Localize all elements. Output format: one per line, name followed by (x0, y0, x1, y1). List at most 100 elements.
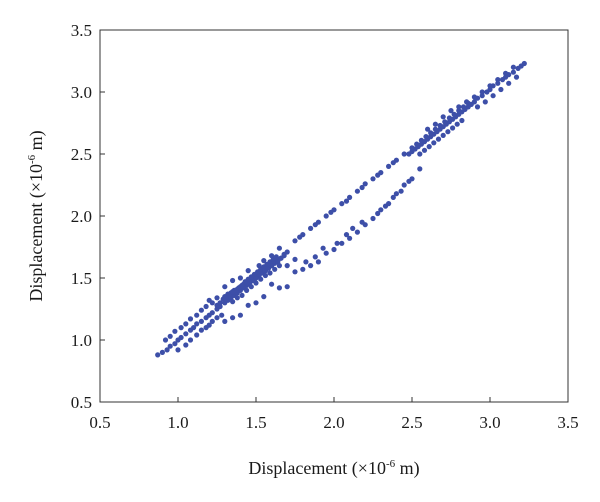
data-point (445, 129, 451, 135)
data-point (446, 115, 452, 121)
data-point (183, 342, 189, 348)
x-axis-ticks: 0.5 1.0 1.5 2.0 2.5 3.0 3.5 (89, 397, 579, 432)
data-point (359, 219, 365, 225)
data-point (448, 108, 454, 114)
data-point (175, 347, 181, 353)
x-tick-label: 1.5 (245, 413, 266, 432)
data-point (428, 130, 434, 136)
data-point (456, 108, 462, 114)
data-point (214, 315, 220, 321)
data-point (464, 99, 470, 105)
data-point (206, 297, 212, 303)
data-point (432, 126, 438, 132)
data-point (490, 93, 496, 99)
data-point (198, 318, 204, 324)
data-point (456, 104, 462, 110)
data-point (437, 122, 443, 129)
data-point (347, 235, 353, 241)
x-tick-label: 1.0 (167, 413, 188, 432)
data-point (234, 295, 240, 301)
data-point (312, 254, 318, 260)
data-point (308, 225, 314, 231)
data-point (479, 93, 485, 99)
y-axis-ticks: 0.5 1.0 1.5 2.0 2.5 3.0 3.5 (71, 21, 105, 412)
data-point (386, 163, 392, 169)
y-tick-label: 3.5 (71, 21, 92, 40)
data-point (421, 147, 428, 153)
data-point (198, 327, 204, 333)
data-point (245, 268, 251, 274)
data-point (269, 253, 275, 259)
data-point (273, 254, 279, 260)
data-point (198, 307, 204, 313)
x-tick-label: 3.5 (557, 413, 578, 432)
data-point (261, 294, 267, 300)
y-tick-label: 1.0 (71, 331, 92, 350)
data-point (359, 184, 365, 191)
data-point (245, 302, 251, 308)
data-point (276, 285, 282, 291)
data-point (230, 315, 236, 321)
data-point (362, 181, 368, 187)
y-tick-label: 0.5 (71, 393, 92, 412)
data-point (432, 121, 438, 127)
data-point (350, 225, 356, 231)
data-point (354, 188, 360, 194)
data-point (471, 99, 477, 105)
data-point (513, 74, 520, 80)
data-point (244, 287, 250, 293)
data-point (276, 263, 282, 269)
data-point (417, 151, 423, 157)
data-point (308, 263, 314, 269)
data-point (506, 80, 512, 86)
data-point (454, 121, 460, 127)
data-point (159, 349, 165, 355)
data-point (406, 178, 412, 184)
data-point (479, 89, 485, 95)
data-point (253, 300, 259, 306)
data-point (370, 215, 376, 222)
x-axis-title: Displacement (×10-6 m) (248, 458, 419, 479)
data-point (471, 94, 477, 100)
data-point (426, 144, 432, 150)
data-point (194, 332, 200, 338)
data-point (162, 337, 169, 343)
data-point (323, 213, 329, 219)
data-point (167, 333, 173, 339)
data-point (425, 126, 431, 132)
data-point (194, 312, 200, 318)
data-point (343, 198, 350, 204)
y-axis-title: Displacement (×10-6 m) (26, 130, 47, 301)
data-point (435, 136, 442, 142)
data-point (272, 266, 278, 272)
data-point (172, 341, 178, 347)
data-point (219, 312, 225, 318)
data-point (239, 292, 245, 298)
data-point (239, 282, 245, 288)
data-point (398, 188, 404, 194)
data-point (191, 325, 197, 331)
data-point (339, 201, 345, 207)
data-point (164, 347, 170, 353)
data-point (276, 245, 282, 251)
data-point (401, 182, 407, 188)
data-point (187, 316, 194, 322)
data-point (267, 270, 273, 276)
data-point (459, 117, 465, 124)
data-point (510, 69, 516, 75)
data-point (284, 284, 290, 290)
data-point (510, 64, 516, 70)
data-point (474, 104, 481, 110)
data-point (230, 299, 236, 305)
data-point (417, 166, 423, 172)
data-point (303, 259, 309, 265)
data-point (451, 111, 457, 117)
data-point (503, 70, 509, 76)
data-point (382, 203, 389, 209)
data-point (354, 229, 360, 235)
data-point (292, 269, 298, 275)
data-point (401, 151, 407, 157)
data-point (431, 140, 437, 146)
data-point (460, 104, 467, 110)
data-point (167, 343, 173, 349)
